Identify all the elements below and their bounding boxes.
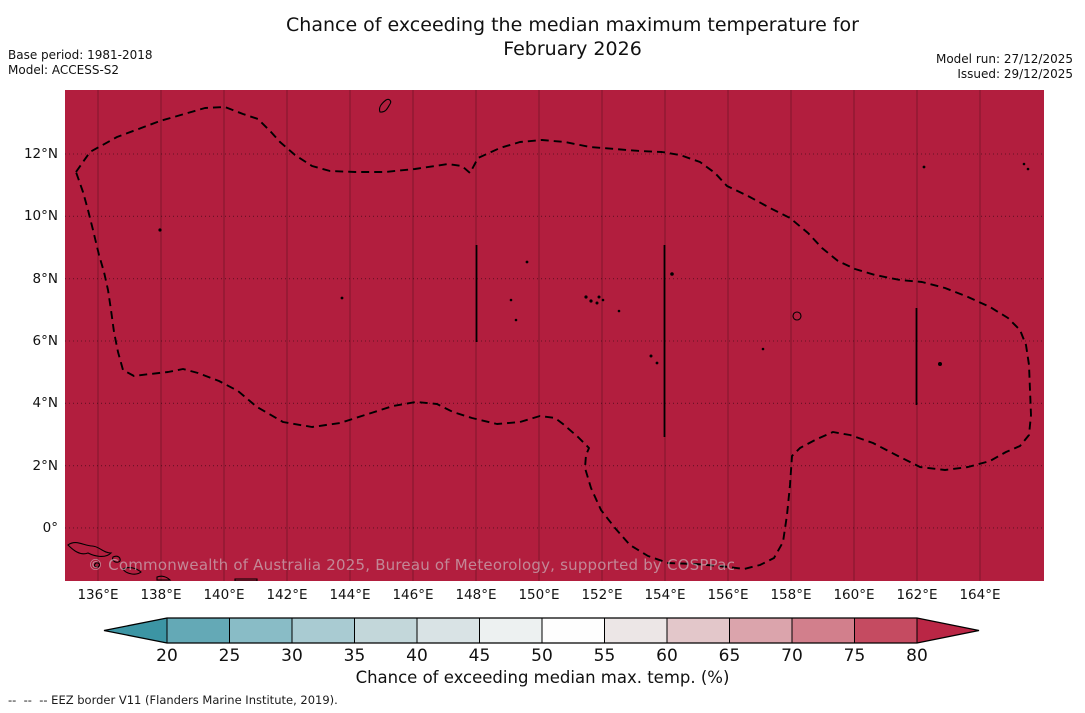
lon-tick-label: 156°E (707, 587, 749, 603)
eez-legend-note: -- -- -- EEZ border V11 (Flanders Marine… (8, 693, 338, 707)
lat-tick-label: 8°N (32, 270, 58, 287)
lon-tick-label: 146°E (392, 587, 434, 603)
colorbar-tick-label: 30 (281, 646, 303, 666)
colorbar-over-arrow (917, 618, 979, 643)
colorbar-cell (667, 618, 730, 643)
lon-tick-label: 148°E (455, 587, 497, 603)
island-atoll-ring (792, 311, 802, 321)
model-run-text: Model run: 27/12/2025 (935, 52, 1073, 66)
colorbar-cell (229, 618, 292, 643)
copyright-watermark: © Commonwealth of Australia 2025, Bureau… (88, 556, 736, 574)
page-title: Chance of exceeding the median maximum t… (60, 13, 1085, 61)
colorbar-tick-label: 55 (593, 646, 616, 666)
title-line-2: February 2026 (503, 38, 642, 60)
colorbar-tick-label: 50 (531, 646, 553, 666)
colorbar-cell (604, 618, 667, 643)
colorbar-separators (166, 618, 918, 643)
colorbar-under-arrow (104, 618, 167, 643)
colorbar-cell (292, 618, 355, 643)
colorbar-tick-label: 40 (406, 646, 428, 666)
colorbar-tick-label: 70 (781, 646, 803, 666)
lon-tick-label: 164°E (959, 587, 1001, 603)
vertical-boundary-lines (475, 245, 918, 437)
lon-tick-label: 142°E (266, 587, 308, 603)
lat-tick-label: 4°N (32, 395, 58, 412)
colorbar-cell (854, 618, 917, 643)
meta-top-right: Model run: 27/12/2025 Issued: 29/12/2025 (936, 52, 1073, 81)
lat-tick-labels: 12°N 10°N 8°N 6°N 4°N 2°N 0° (0, 0, 58, 600)
lon-tick-label: 154°E (644, 587, 686, 603)
colorbar-tick-label: 80 (906, 646, 928, 666)
colorbar-cell (792, 618, 855, 643)
lon-tick-label: 160°E (833, 587, 875, 603)
island-guam-outline (378, 98, 392, 113)
lat-tick-label: 6°N (32, 332, 58, 349)
model-text: Model: ACCESS-S2 (8, 62, 120, 77)
lon-tick-label: 158°E (770, 587, 812, 603)
lon-tick-label: 136°E (77, 587, 119, 603)
colorbar-cell (354, 618, 417, 643)
lon-tick-label: 140°E (203, 587, 245, 603)
title-line-1: Chance of exceeding the median maximum t… (286, 14, 859, 36)
colorbar-cell (542, 618, 605, 643)
colorbar-tick-label: 20 (156, 646, 178, 666)
issued-text: Issued: 29/12/2025 (957, 66, 1073, 81)
graticule-gridlines (65, 90, 1044, 581)
colorbar-cell (417, 618, 480, 643)
lat-tick-label: 2°N (32, 457, 58, 474)
map-svg (65, 90, 1044, 581)
island-marks (67, 98, 1030, 581)
colorbar-tick-label: 75 (843, 646, 866, 666)
meta-top-left: Base period: 1981-2018 Model: ACCESS-S2 (8, 48, 153, 77)
lon-tick-label: 152°E (581, 587, 623, 603)
colorbar-cell (167, 618, 230, 643)
colorbar-cell (479, 618, 542, 643)
colorbar-tick-label: 25 (218, 646, 241, 666)
lat-tick-label: 0° (42, 519, 58, 536)
colorbar-tick-label: 45 (468, 646, 491, 666)
colorbar-label: Chance of exceeding median max. temp. (%… (355, 668, 730, 687)
map-canvas: © Commonwealth of Australia 2025, Bureau… (65, 90, 1044, 581)
colorbar-tick-label: 35 (343, 646, 366, 666)
lon-tick-label: 138°E (140, 587, 182, 603)
lat-tick-label: 12°N (23, 146, 58, 162)
island-coastline-outlines (67, 542, 258, 581)
colorbar-tick-label: 60 (656, 646, 678, 666)
base-period-text: Base period: 1981-2018 (8, 48, 153, 62)
island-dots (158, 162, 1030, 366)
colorbar-cells (167, 618, 917, 643)
lon-tick-label: 144°E (329, 587, 371, 603)
eez-border-path (75, 106, 1032, 570)
colorbar-outline (103, 617, 980, 644)
colorbar-cell (729, 618, 792, 643)
colorbar-tick-label: 65 (718, 646, 741, 666)
lon-tick-label: 162°E (896, 587, 938, 603)
lon-tick-label: 150°E (518, 587, 560, 603)
lat-tick-label: 10°N (23, 208, 58, 225)
colorbar (103, 617, 980, 644)
